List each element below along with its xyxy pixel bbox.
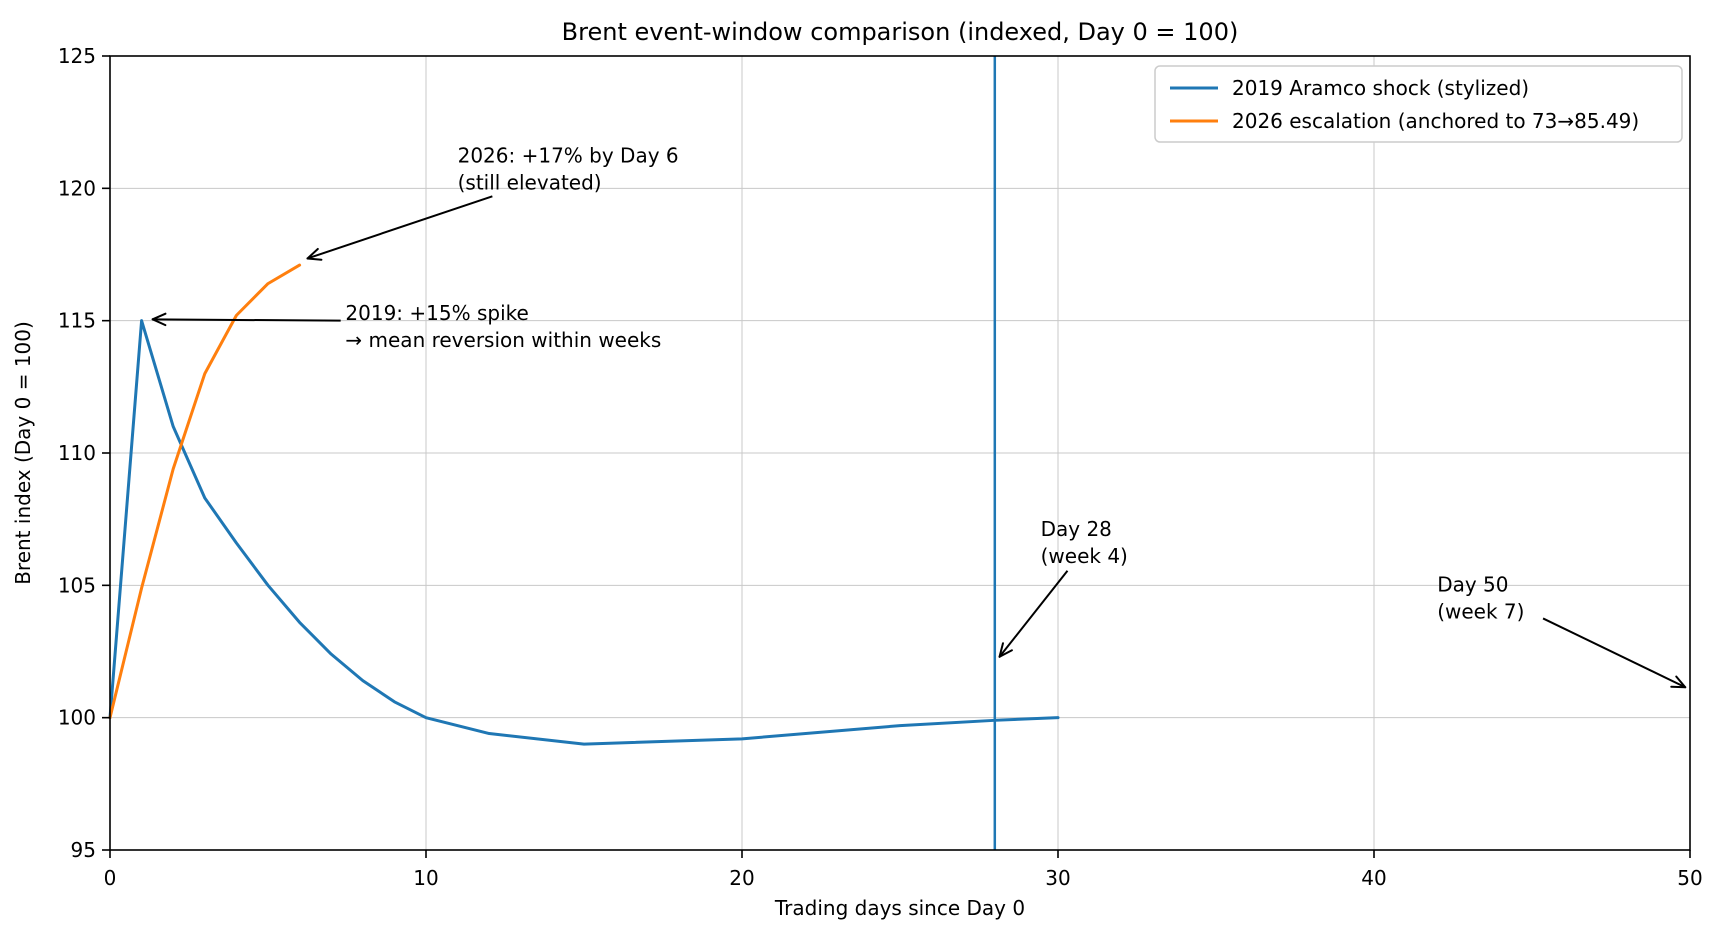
annotation-text: Day 50 (1437, 572, 1508, 596)
gridlines (110, 56, 1690, 850)
y-tick-label: 120 (58, 176, 96, 200)
y-tick-label: 105 (58, 573, 96, 597)
y-tick-label: 95 (71, 838, 96, 862)
tick-labels: 0 10 20 30 40 50 95 100 105 110 115 120 125 (58, 44, 1703, 890)
legend: 2019 Aramco shock (stylized) 2026 escalat… (1155, 66, 1682, 142)
x-tick-label: 40 (1361, 866, 1386, 890)
x-tick-label: 0 (104, 866, 117, 890)
y-tick-label: 125 (58, 44, 96, 68)
y-tick-label: 100 (58, 706, 96, 730)
chart-title: Brent event-window comparison (indexed, … (562, 18, 1239, 46)
y-tick-label: 110 (58, 441, 96, 465)
legend-label-0: 2019 Aramco shock (stylized) (1232, 76, 1529, 100)
x-tick-label: 10 (413, 866, 438, 890)
annotation-text: (still elevated) (458, 171, 602, 195)
x-tick-label: 30 (1045, 866, 1070, 890)
annotation-arrowhead (308, 258, 322, 259)
annotation-text: Day 28 (1041, 517, 1112, 541)
annotations: 2026: +17% by Day 6 (still elevated) 2019:… (153, 144, 1686, 688)
annotation-arrow (308, 196, 493, 258)
axes-frame (102, 56, 1690, 858)
annotation-text: → mean reversion within weeks (345, 328, 661, 352)
y-tick-label: 115 (58, 309, 96, 333)
series-line-0 (110, 321, 1058, 744)
annotation-arrow (153, 319, 341, 320)
y-axis-label: Brent index (Day 0 = 100) (11, 321, 35, 585)
x-tick-label: 20 (729, 866, 754, 890)
x-axis-label: Trading days since Day 0 (774, 896, 1025, 920)
x-tick-label: 50 (1677, 866, 1702, 890)
annotation-text: (week 7) (1437, 599, 1524, 623)
annotation-arrow (1000, 571, 1068, 657)
annotation-text: (week 4) (1041, 544, 1128, 568)
annotation-text: 2019: +15% spike (345, 301, 528, 325)
legend-label-1: 2026 escalation (anchored to 73→85.49) (1232, 109, 1639, 133)
annotation-text: 2026: +17% by Day 6 (458, 144, 679, 168)
series-line-1 (110, 265, 300, 718)
annotation-arrow (1543, 618, 1685, 687)
